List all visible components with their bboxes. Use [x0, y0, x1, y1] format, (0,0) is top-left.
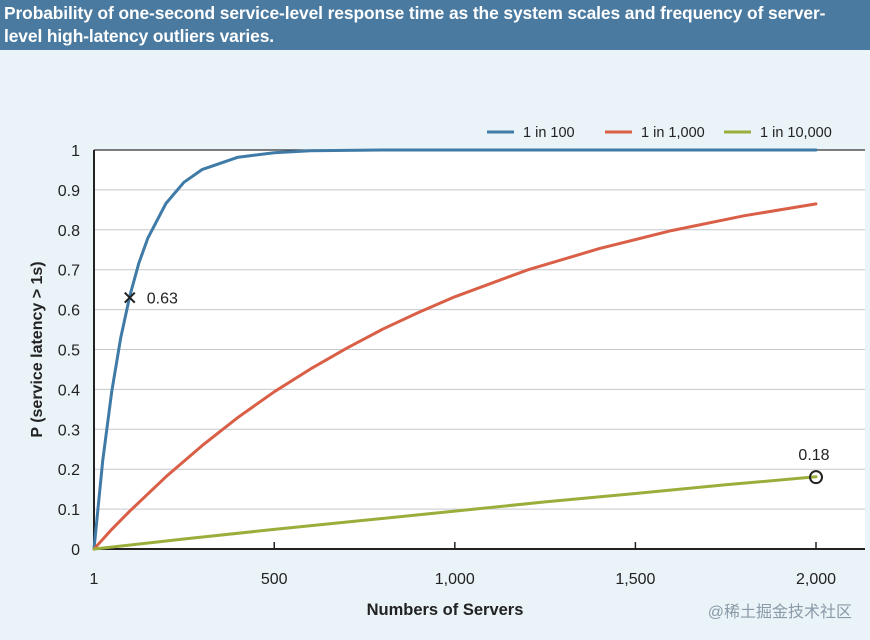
y-tick-label: 0.8 [58, 223, 80, 240]
annotation-circle-marker [809, 470, 823, 485]
legend-label: 1 in 10,000 [760, 125, 832, 141]
y-tick-label: 0.5 [58, 343, 80, 360]
y-tick-label: 0.2 [58, 462, 80, 479]
y-tick-label: 0.6 [58, 303, 80, 320]
legend-label: 1 in 1,000 [641, 125, 705, 141]
x-tick-label: 1,500 [615, 571, 655, 588]
line-chart: 0 0.1 0.2 0.3 0.4 0.5 0.6 0.7 0.8 0.9 1 1 500 1,000 1,… [29, 125, 865, 619]
y-tick-label: 1 [71, 143, 80, 160]
series-line [92, 475, 818, 551]
x-tick-label: 1,000 [435, 571, 475, 588]
chart-title-bar: Probability of one-second service-level … [0, 0, 870, 50]
series-line [92, 202, 818, 551]
chart-title: Probability of one-second service-level … [4, 3, 826, 46]
annotation-x-marker [124, 291, 136, 304]
y-tick-label: 0 [71, 542, 80, 559]
y-tick-label: 0.4 [58, 382, 80, 399]
x-tick-label: 2,000 [796, 571, 836, 588]
x-axis-title: Numbers of Servers [367, 601, 524, 619]
annotation-label: 0.18 [798, 447, 829, 464]
watermark-text: @稀土掘金技术社区 [707, 604, 852, 621]
x-tick-label: 500 [261, 571, 288, 588]
y-tick-label: 0.3 [58, 422, 80, 439]
y-tick-label: 0.9 [58, 183, 80, 200]
y-tick-label: 0.1 [58, 502, 80, 519]
y-tick-label: 0.7 [58, 263, 80, 280]
series-line [92, 148, 818, 551]
annotation-label: 0.63 [147, 291, 178, 308]
legend-label: 1 in 100 [523, 125, 575, 141]
y-axis-title: P (service latency > 1s) [29, 261, 46, 437]
x-tick-label: 1 [90, 571, 99, 588]
